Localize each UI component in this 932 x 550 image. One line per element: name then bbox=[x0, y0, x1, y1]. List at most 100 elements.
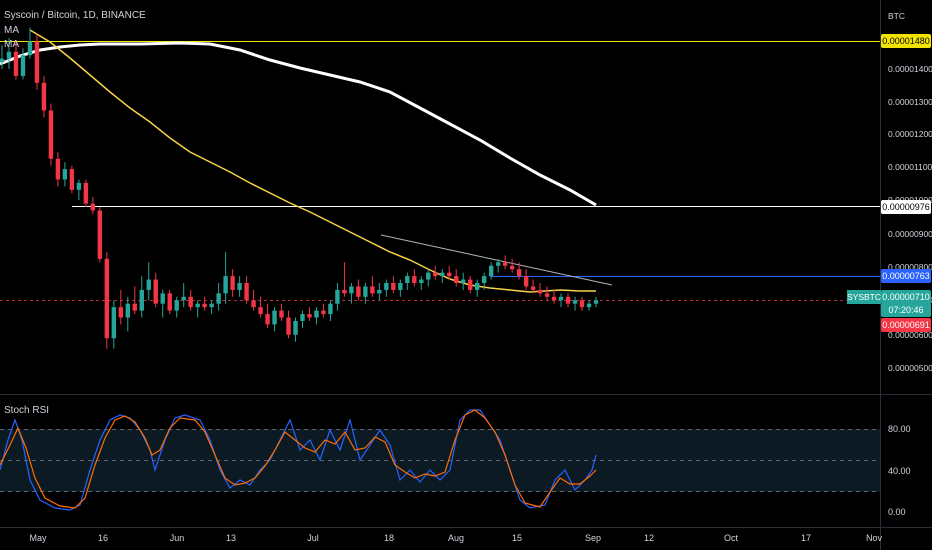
candle-body[interactable] bbox=[488, 265, 494, 277]
candle-body[interactable] bbox=[426, 272, 431, 280]
candle-body[interactable] bbox=[0, 58, 5, 63]
candle-body[interactable] bbox=[209, 303, 214, 308]
candle-body[interactable] bbox=[230, 276, 235, 290]
candle-body[interactable] bbox=[55, 158, 61, 180]
candle-body[interactable] bbox=[62, 169, 68, 180]
candle-body[interactable] bbox=[544, 293, 550, 297]
candle-body[interactable] bbox=[412, 276, 417, 284]
candle-body[interactable] bbox=[370, 286, 375, 294]
candle-body[interactable] bbox=[586, 303, 592, 308]
candle-body[interactable] bbox=[475, 283, 480, 290]
candle-body[interactable] bbox=[90, 203, 96, 211]
candle-body[interactable] bbox=[328, 303, 333, 315]
candle-body[interactable] bbox=[188, 296, 193, 308]
stoch-k-line[interactable] bbox=[0, 409, 597, 511]
candle-body[interactable] bbox=[342, 289, 347, 294]
candle-body[interactable] bbox=[593, 300, 599, 304]
candle-body[interactable] bbox=[167, 293, 172, 311]
candle-body[interactable] bbox=[279, 310, 284, 318]
candle-body[interactable] bbox=[27, 41, 33, 56]
candle-body[interactable] bbox=[237, 283, 242, 290]
candle-body[interactable] bbox=[41, 82, 47, 111]
candle-body[interactable] bbox=[251, 300, 256, 308]
candle-body[interactable] bbox=[272, 310, 277, 325]
trendline[interactable] bbox=[380, 234, 613, 286]
candle-body[interactable] bbox=[481, 276, 487, 284]
candle-body[interactable] bbox=[48, 110, 54, 159]
candles-group[interactable] bbox=[0, 27, 599, 349]
candle-body[interactable] bbox=[181, 296, 186, 301]
candle-body[interactable] bbox=[523, 276, 529, 287]
candle-body[interactable] bbox=[391, 283, 396, 290]
candle-body[interactable] bbox=[377, 289, 382, 294]
candle-body[interactable] bbox=[537, 289, 543, 294]
candle-body[interactable] bbox=[244, 283, 249, 301]
candle-body[interactable] bbox=[97, 210, 103, 259]
candle-body[interactable] bbox=[530, 286, 536, 290]
candle-body[interactable] bbox=[454, 276, 459, 284]
candle-body[interactable] bbox=[153, 279, 158, 304]
candle-body[interactable] bbox=[565, 296, 571, 304]
candle-body[interactable] bbox=[558, 296, 564, 301]
candle-body[interactable] bbox=[356, 286, 361, 297]
candle-body[interactable] bbox=[433, 272, 438, 277]
candle-body[interactable] bbox=[174, 300, 179, 311]
ma-yellow-line[interactable] bbox=[29, 29, 596, 293]
candle-body[interactable] bbox=[83, 182, 89, 204]
candle-body[interactable] bbox=[509, 265, 515, 270]
candle-body[interactable] bbox=[398, 283, 403, 290]
candle-body[interactable] bbox=[104, 258, 110, 339]
candle-body[interactable] bbox=[495, 262, 501, 266]
candle-body[interactable] bbox=[440, 272, 445, 277]
candle-body[interactable] bbox=[307, 314, 312, 318]
candle-body[interactable] bbox=[258, 307, 263, 315]
stoch-rsi-title[interactable]: Stoch RSI bbox=[4, 405, 50, 416]
candle-body[interactable] bbox=[111, 307, 117, 339]
candle-body[interactable] bbox=[321, 310, 326, 315]
candle-body[interactable] bbox=[195, 303, 200, 308]
candle-body[interactable] bbox=[572, 300, 578, 304]
candle-body[interactable] bbox=[447, 272, 452, 277]
candle-body[interactable] bbox=[314, 310, 319, 318]
candle-body[interactable] bbox=[300, 314, 305, 321]
candle-body[interactable] bbox=[363, 286, 368, 297]
candle-body[interactable] bbox=[125, 303, 130, 318]
candle-body[interactable] bbox=[132, 303, 137, 311]
candle-body[interactable] bbox=[139, 289, 144, 311]
candle-body[interactable] bbox=[551, 296, 557, 301]
candle-body[interactable] bbox=[468, 279, 473, 290]
candle-body[interactable] bbox=[216, 293, 221, 304]
candle-body[interactable] bbox=[265, 314, 270, 325]
candle-body[interactable] bbox=[76, 182, 82, 190]
candle-body[interactable] bbox=[349, 286, 354, 294]
candle-body[interactable] bbox=[335, 289, 340, 304]
candle-body[interactable] bbox=[502, 262, 508, 266]
candle-body[interactable] bbox=[223, 276, 228, 294]
ma-legend-1[interactable]: MA bbox=[4, 25, 19, 36]
candle-body[interactable] bbox=[516, 269, 522, 277]
candle-body[interactable] bbox=[293, 320, 298, 335]
date-axis-label: 12 bbox=[643, 533, 655, 543]
candle-body[interactable] bbox=[6, 51, 12, 59]
ma-white-line[interactable] bbox=[0, 41, 597, 207]
candle-body[interactable] bbox=[419, 279, 424, 284]
candle-body[interactable] bbox=[461, 279, 466, 284]
candle-body[interactable] bbox=[202, 303, 207, 308]
candle-body[interactable] bbox=[69, 169, 75, 190]
price-axis-label: 0.00000800 bbox=[888, 262, 932, 272]
candle-body[interactable] bbox=[118, 307, 123, 318]
candle-body[interactable] bbox=[405, 276, 410, 284]
candle-body[interactable] bbox=[13, 51, 19, 76]
candle-body[interactable] bbox=[20, 55, 26, 76]
ma-legend-2[interactable]: MA bbox=[4, 39, 19, 50]
stoch-d-line[interactable] bbox=[0, 409, 597, 509]
candle-body[interactable] bbox=[160, 293, 165, 304]
candle-body[interactable] bbox=[384, 283, 389, 290]
date-axis-label: 18 bbox=[383, 533, 395, 543]
candle-body[interactable] bbox=[34, 41, 40, 83]
price-axis-label: 0.00001300 bbox=[888, 97, 932, 107]
candle-body[interactable] bbox=[286, 317, 291, 335]
candle-body[interactable] bbox=[579, 300, 585, 308]
candle-body[interactable] bbox=[146, 279, 151, 290]
